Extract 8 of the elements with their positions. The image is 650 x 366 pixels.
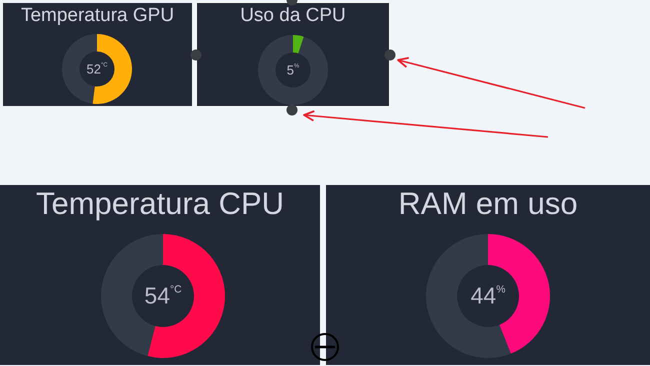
chart-title: Temperatura GPU (20, 5, 176, 27)
text: 54$^{°C}$ (144, 282, 182, 310)
chart-title: Temperatura CPU (34, 186, 286, 222)
text: 52$^{°C}$ (86, 62, 108, 76)
text: 44$^{%}$ (470, 282, 506, 310)
text: 5$^{%}$ (286, 62, 300, 78)
chart-title: RAM em uso (397, 186, 579, 222)
chart-title: Uso da CPU (239, 5, 347, 27)
